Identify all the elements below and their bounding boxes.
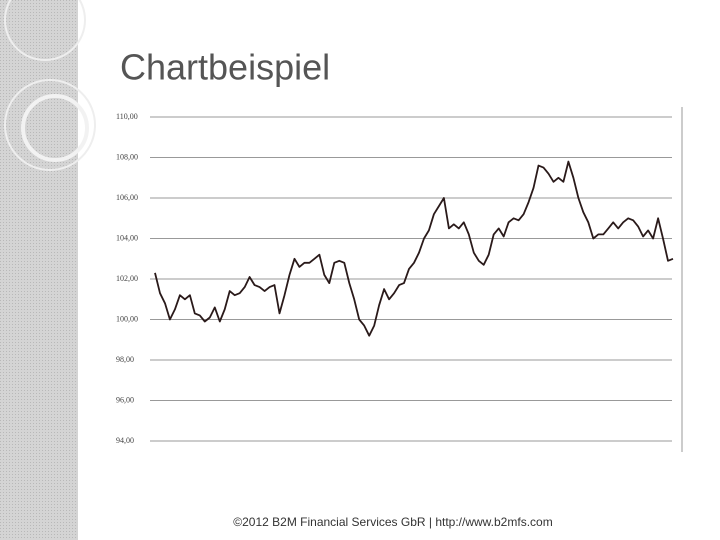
- y-tick-label: 102,00: [116, 274, 138, 283]
- y-tick-label: 98,00: [116, 355, 134, 364]
- price-line: [154, 160, 674, 337]
- y-tick-label: 106,00: [116, 193, 138, 202]
- y-tick-label: 104,00: [116, 233, 138, 242]
- y-tick-label: 108,00: [116, 152, 138, 161]
- decor-circle: [4, 79, 96, 171]
- side-strip: [0, 0, 78, 540]
- y-tick-label: 100,00: [116, 314, 138, 323]
- y-tick-label: 94,00: [116, 436, 134, 445]
- footer: ©2012 B2M Financial Services GbR | http:…: [233, 515, 552, 529]
- slide-title: Chartbeispiel: [120, 47, 330, 88]
- decor-circle: [21, 94, 89, 162]
- decor-circle: [4, 0, 86, 61]
- y-tick-label: 96,00: [116, 395, 134, 404]
- y-tick-label: 110,00: [116, 112, 138, 121]
